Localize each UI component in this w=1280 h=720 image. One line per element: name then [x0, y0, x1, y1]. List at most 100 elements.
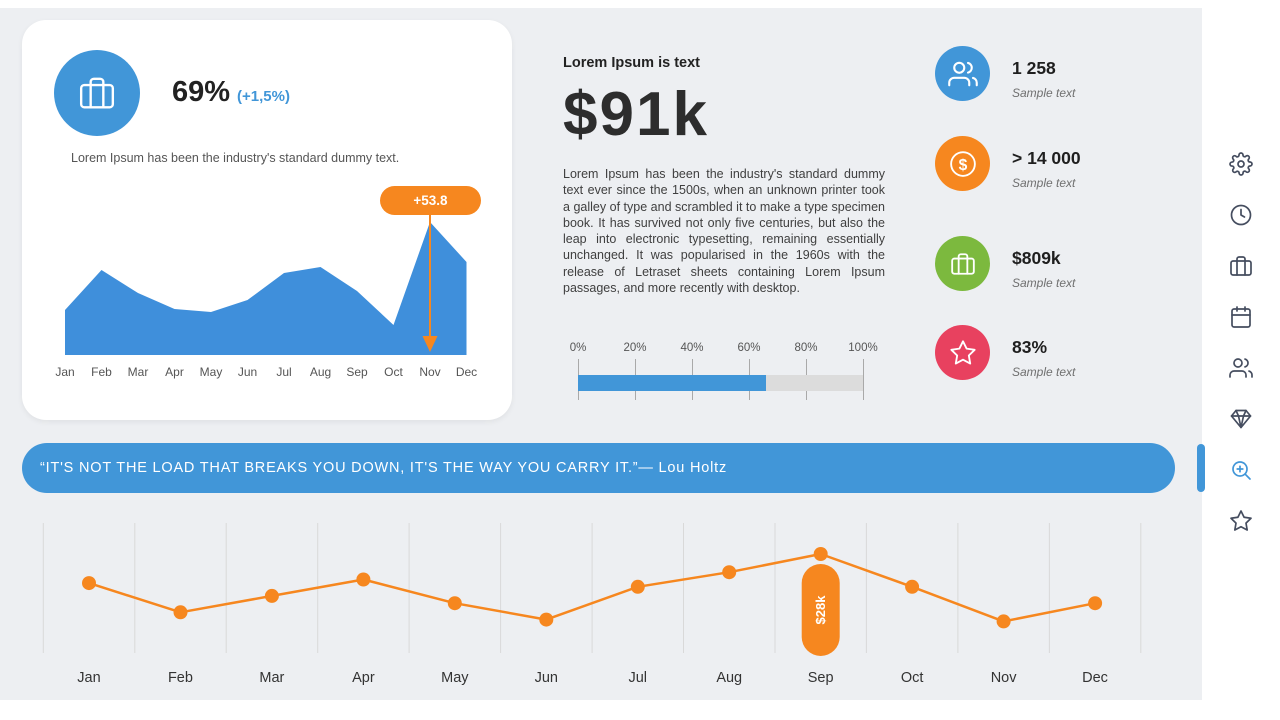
stat-value: > 14 000 [1012, 148, 1081, 168]
stat-money: $ > 14 000 Sample text [935, 136, 1185, 191]
progress-scale: 0% 20% 40% 60% 80% 100% [570, 342, 878, 404]
data-point [722, 565, 737, 580]
progress-fill [578, 375, 767, 391]
month-label: May [199, 365, 223, 379]
data-point [539, 612, 554, 627]
month-label: Jan [55, 365, 75, 379]
calendar-icon[interactable] [1229, 305, 1253, 329]
progress-tick-label: 100% [848, 342, 878, 354]
month-label: Jul [628, 670, 648, 686]
progress-tick-label: 80% [794, 342, 818, 354]
line-chart-svg: $28k [42, 523, 1142, 656]
quote-text: “IT'S NOT THE LOAD THAT BREAKS YOU DOWN,… [40, 460, 728, 476]
stat-value: 1 258 [1012, 58, 1056, 78]
stat-text: 1 258 Sample text [1012, 46, 1075, 101]
briefcase-icon[interactable] [1229, 254, 1253, 278]
progress-tick-label: 20% [623, 342, 647, 354]
dollar-icon: $ [949, 150, 976, 177]
month-label: Jun [237, 365, 258, 379]
line-series [88, 552, 1096, 623]
month-label: Feb [91, 365, 112, 379]
data-point [1088, 596, 1103, 611]
area-months: Jan Feb Mar Apr May Jun Jul Aug Sep Oct Nov Dec [55, 365, 477, 381]
month-label: Oct [900, 670, 924, 686]
stat-rating: 83% Sample text [935, 325, 1185, 380]
bottom-months: Jan Feb Mar Apr May Jun Jul Aug Sep Oct Nov Dec [30, 670, 1170, 690]
star-icon[interactable] [1229, 509, 1253, 533]
stat-value: 83% [1012, 337, 1048, 357]
month-label: Apr [165, 365, 184, 379]
kpi-card: 69% (+1,5%) Lorem Ipsum has been the ind… [22, 20, 512, 420]
data-point [447, 596, 462, 611]
month-label: Nov [419, 365, 441, 379]
annotation-arrow-head [422, 336, 438, 352]
month-label: Aug [309, 365, 332, 379]
diamond-icon[interactable] [1229, 407, 1253, 431]
stat-label: Sample text [1012, 176, 1076, 190]
area-chart [65, 215, 467, 355]
svg-text:$: $ [958, 156, 967, 173]
bottom-chart: $28k Jan Feb Mar Apr May Jun Jul Aug Sep Oct Nov De… [30, 518, 1170, 698]
kpi-delta: (+1,5%) [237, 88, 290, 105]
month-label: Dec [1082, 670, 1108, 686]
data-point [813, 547, 828, 561]
summary-heading: Lorem Ipsum is text [563, 55, 700, 71]
stat-users: 1 258 Sample text [935, 46, 1185, 101]
data-point [82, 576, 96, 591]
active-item-indicator [1197, 444, 1205, 492]
summary-body: Lorem Ipsum has been the industry's stan… [563, 167, 885, 296]
kpi-description: Lorem Ipsum has been the industry's stan… [71, 151, 400, 165]
star-bubble [935, 325, 990, 380]
sidebar [1202, 0, 1280, 720]
area-path [65, 222, 467, 355]
line-annotation-badge [801, 564, 840, 656]
progress-tick-label: 0% [569, 342, 587, 354]
data-point [264, 588, 279, 603]
kpi-headline: 69% (+1,5%) [172, 76, 290, 109]
users-icon[interactable] [1229, 356, 1253, 380]
clock-icon[interactable] [1229, 203, 1253, 227]
progress-bar [578, 375, 863, 391]
month-label: Mar [127, 365, 149, 379]
stat-text: > 14 000 Sample text [1012, 136, 1081, 191]
stat-label: Sample text [1012, 365, 1076, 379]
stat-text: 83% Sample text [1012, 325, 1075, 380]
dollar-bubble: $ [935, 136, 990, 191]
summary-block: Lorem Ipsum is text $91k Lorem Ipsum has… [563, 55, 885, 296]
users-bubble [935, 46, 990, 101]
month-label: Apr [352, 670, 375, 686]
month-label: May [441, 670, 469, 686]
data-point [356, 572, 371, 587]
month-label: Nov [990, 670, 1017, 686]
data-point [996, 614, 1011, 629]
stat-text: $809k Sample text [1012, 236, 1075, 291]
month-label: Dec [455, 365, 478, 379]
bottom-strip [0, 700, 1280, 720]
area-annotation-badge: +53.8 [380, 186, 481, 215]
month-label: Jul [276, 365, 292, 379]
users-icon [947, 61, 978, 86]
stat-business: $809k Sample text [935, 236, 1185, 291]
month-label: Aug [716, 670, 743, 686]
briefcase-bubble-small [935, 236, 990, 291]
data-point [173, 605, 188, 620]
month-label: Jan [77, 670, 101, 686]
progress-tick-label: 60% [737, 342, 761, 354]
quote-banner: “IT'S NOT THE LOAD THAT BREAKS YOU DOWN,… [22, 443, 1175, 493]
search-icon[interactable] [1229, 458, 1253, 482]
month-label: Oct [384, 365, 403, 379]
gear-icon[interactable] [1229, 152, 1253, 176]
month-label: Sep [807, 670, 834, 686]
summary-value: $91k [563, 80, 709, 149]
progress-tick-line [863, 359, 864, 400]
stat-value: $809k [1012, 248, 1061, 268]
kpi-percent: 69% [172, 76, 231, 108]
month-label: Feb [167, 670, 193, 686]
month-label: Jun [534, 670, 558, 686]
progress-tick-label: 40% [680, 342, 704, 354]
stat-label: Sample text [1012, 86, 1076, 100]
top-strip [0, 0, 1280, 8]
data-point [630, 579, 645, 594]
stat-label: Sample text [1012, 276, 1076, 290]
